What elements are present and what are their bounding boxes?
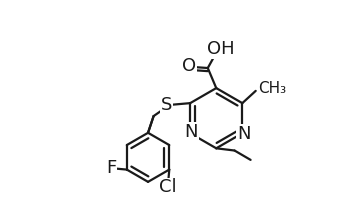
Text: S: S <box>161 96 172 114</box>
Text: OH: OH <box>207 40 235 58</box>
Text: CH₃: CH₃ <box>259 81 287 96</box>
Text: N: N <box>237 125 251 143</box>
Text: N: N <box>184 123 198 141</box>
Text: Cl: Cl <box>159 178 176 196</box>
Text: O: O <box>182 57 196 75</box>
Text: F: F <box>106 159 116 178</box>
